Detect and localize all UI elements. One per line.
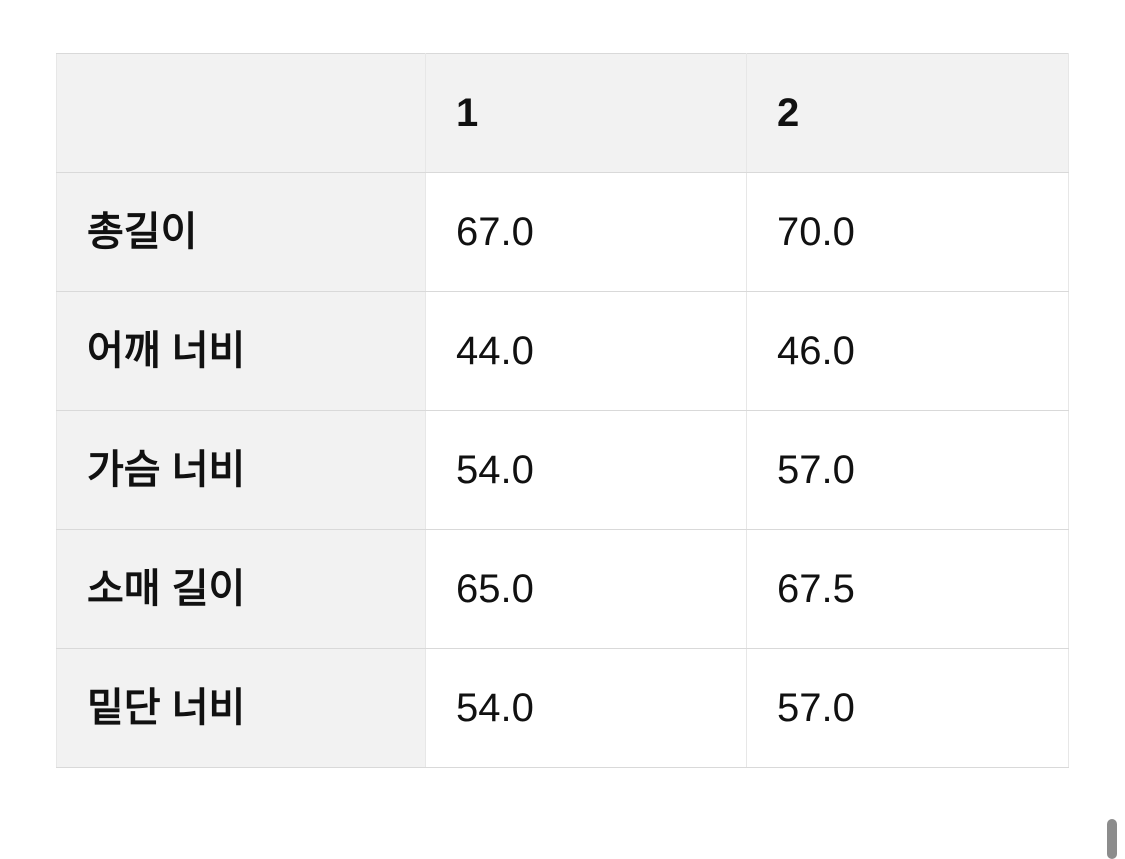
column-header-size-1: 1 (425, 53, 747, 173)
row-label: 소매 길이 (56, 529, 426, 649)
cell-value: 67.0 (425, 172, 747, 292)
scrollbar-thumb[interactable] (1107, 819, 1117, 859)
table-row-chest-width: 가슴 너비 54.0 57.0 (56, 410, 1069, 530)
row-label: 밑단 너비 (56, 648, 426, 768)
cell-value: 54.0 (425, 410, 747, 530)
row-label: 총길이 (56, 172, 426, 292)
cell-value: 57.0 (746, 648, 1069, 768)
table-row-sleeve-length: 소매 길이 65.0 67.5 (56, 529, 1069, 649)
cell-value: 57.0 (746, 410, 1069, 530)
cell-value: 44.0 (425, 291, 747, 411)
cell-value: 65.0 (425, 529, 747, 649)
cell-value: 46.0 (746, 291, 1069, 411)
column-header-size-2: 2 (746, 53, 1069, 173)
table-row-shoulder-width: 어깨 너비 44.0 46.0 (56, 291, 1069, 411)
size-chart-table: 1 2 총길이 67.0 70.0 어깨 너비 44.0 46.0 가슴 너비 … (56, 53, 1069, 768)
table-row-total-length: 총길이 67.0 70.0 (56, 172, 1069, 292)
row-label: 어깨 너비 (56, 291, 426, 411)
cell-value: 70.0 (746, 172, 1069, 292)
corner-cell (56, 53, 426, 173)
cell-value: 54.0 (425, 648, 747, 768)
header-row: 1 2 (56, 53, 1069, 173)
row-label: 가슴 너비 (56, 410, 426, 530)
table-row-hem-width: 밑단 너비 54.0 57.0 (56, 648, 1069, 768)
cell-value: 67.5 (746, 529, 1069, 649)
